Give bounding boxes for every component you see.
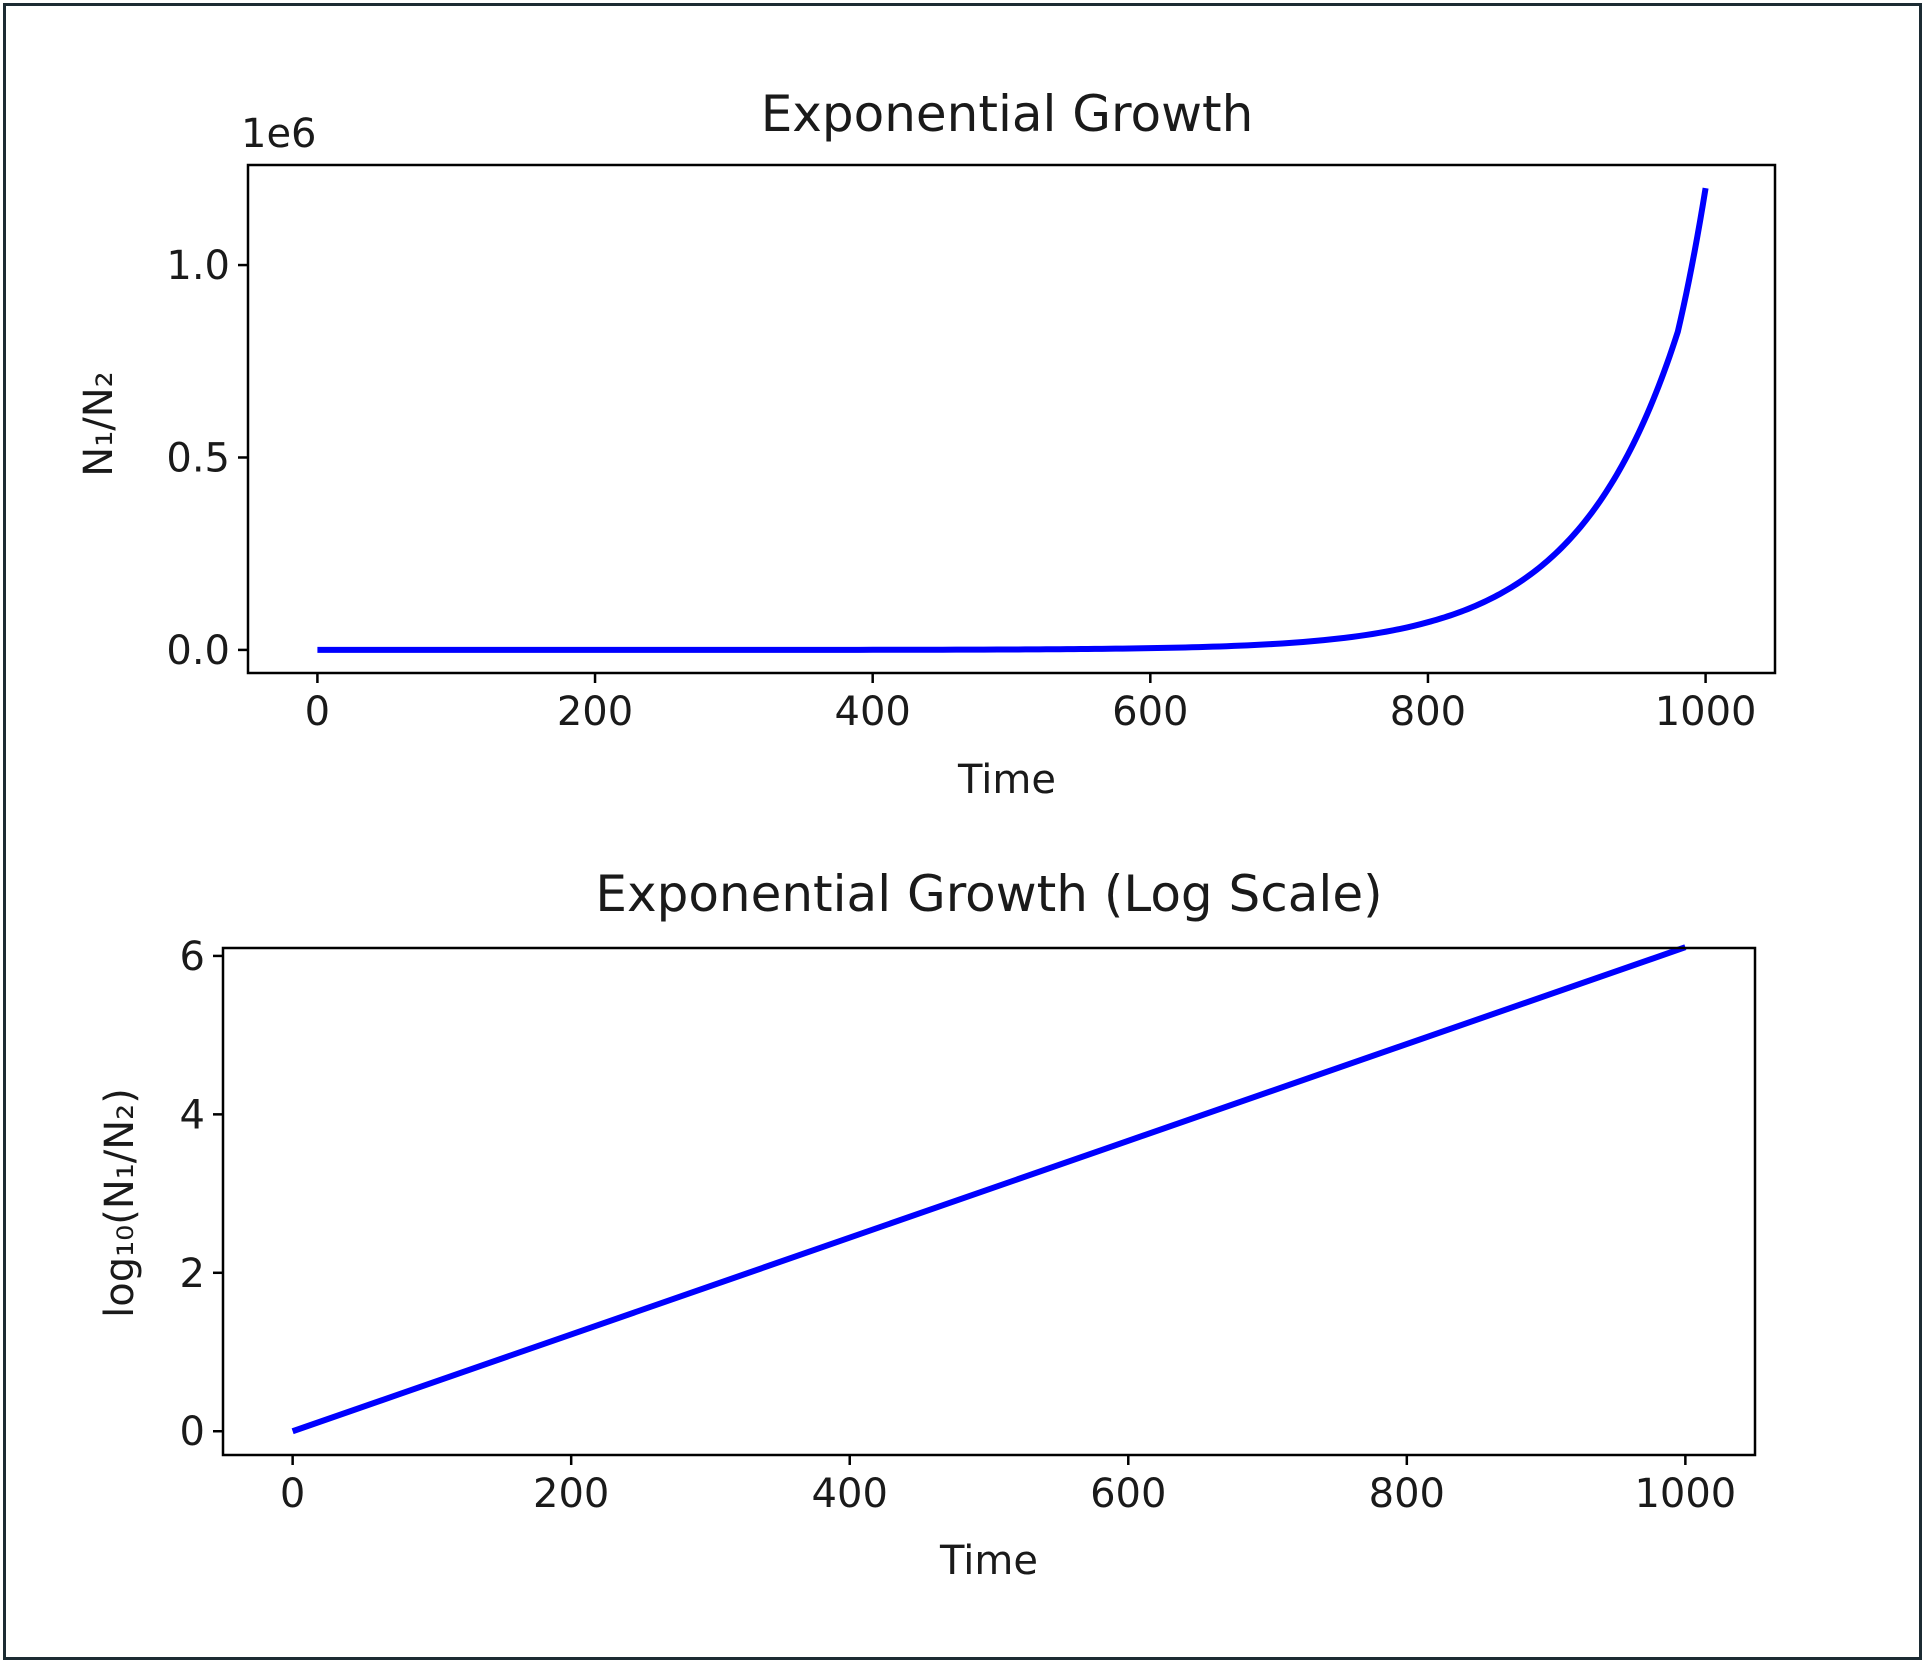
x-tick-label: 600 bbox=[1112, 689, 1188, 735]
x-tick-label: 800 bbox=[1390, 689, 1466, 735]
axes-frame bbox=[246, 163, 1777, 675]
x-tick-label: 200 bbox=[557, 689, 633, 735]
series-line bbox=[291, 944, 1687, 1435]
y-tick-label: 0.5 bbox=[166, 435, 230, 481]
ticks: 0 200 400 600 800 1000 0 2 4 6 bbox=[180, 934, 1737, 1517]
x-tick-label: 800 bbox=[1369, 1471, 1445, 1517]
x-tick-label: 400 bbox=[835, 689, 911, 735]
x-tick-label: 0 bbox=[280, 1471, 305, 1517]
panel-exponential-growth-log-scale: Exponential Growth (Log Scale) Time log₁… bbox=[97, 865, 1757, 1584]
y-axis-label: log₁₀(N₁/N₂) bbox=[97, 1088, 143, 1318]
axes-frame bbox=[221, 946, 1757, 1457]
x-tick-label: 1000 bbox=[1634, 1471, 1736, 1517]
x-tick-label: 600 bbox=[1090, 1471, 1166, 1517]
series-line bbox=[317, 187, 1709, 653]
x-tick-label: 1000 bbox=[1655, 689, 1757, 735]
x-tick-label: 0 bbox=[305, 689, 330, 735]
panel-exponential-growth: Exponential Growth 1e6 Time N₁/N₂ 0 200 40… bbox=[76, 85, 1777, 803]
series-lines bbox=[291, 944, 1687, 1435]
y-tick-label: 1.0 bbox=[166, 243, 230, 289]
y-tick-label: 0 bbox=[180, 1409, 205, 1455]
y-axis-label: N₁/N₂ bbox=[76, 371, 122, 476]
y-tick-label: 6 bbox=[180, 934, 205, 980]
x-tick-label: 200 bbox=[533, 1471, 609, 1517]
x-tick-label: 400 bbox=[812, 1471, 888, 1517]
y-tick-label: 0.0 bbox=[166, 628, 230, 674]
x-axis-label: Time bbox=[939, 1538, 1038, 1584]
chart-title: Exponential Growth bbox=[761, 85, 1254, 143]
series-lines bbox=[317, 187, 1709, 653]
chart-title: Exponential Growth (Log Scale) bbox=[595, 865, 1382, 923]
figure-frame: Exponential Growth 1e6 Time N₁/N₂ 0 200 40… bbox=[3, 3, 1922, 1660]
y-offset-label: 1e6 bbox=[241, 111, 317, 157]
y-tick-label: 2 bbox=[180, 1251, 205, 1297]
figure: Exponential Growth 1e6 Time N₁/N₂ 0 200 40… bbox=[76, 85, 1777, 1584]
ticks: 0 200 400 600 800 1000 0.0 0.5 1.0 bbox=[166, 243, 1756, 735]
y-tick-label: 4 bbox=[180, 1092, 205, 1138]
x-axis-label: Time bbox=[957, 757, 1056, 803]
